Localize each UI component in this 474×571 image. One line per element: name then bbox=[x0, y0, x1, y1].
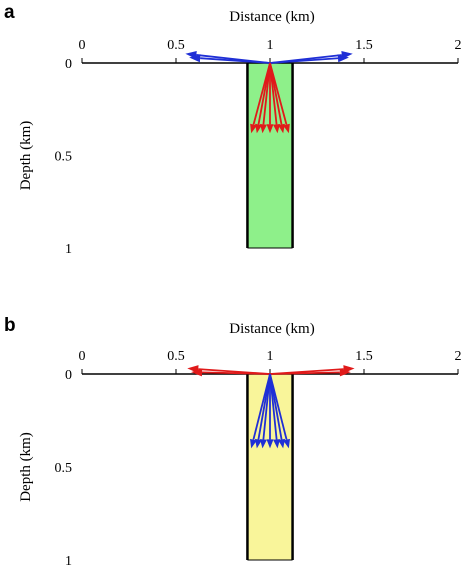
column-arrow bbox=[266, 63, 274, 134]
arrow-shaft bbox=[202, 371, 271, 375]
y-axis-title: Depth (km) bbox=[18, 121, 34, 191]
surface-arrow bbox=[269, 54, 349, 64]
x-tick-label: 2 bbox=[455, 38, 462, 53]
arrow-shaft bbox=[269, 371, 340, 375]
y-tick-label: 0 bbox=[65, 368, 72, 383]
arrow-head bbox=[191, 368, 203, 377]
y-axis-title: Depth (km) bbox=[18, 432, 34, 502]
arrow-head bbox=[250, 438, 257, 449]
arrow-head bbox=[273, 439, 281, 449]
arrow-shaft bbox=[262, 62, 271, 125]
arrow-head bbox=[259, 123, 267, 134]
arrow-head bbox=[339, 368, 351, 377]
panel-label: b bbox=[4, 315, 16, 336]
y-tick-label: 0.5 bbox=[55, 150, 73, 165]
y-tick-label: 0 bbox=[65, 57, 72, 72]
arrow-head bbox=[337, 54, 349, 63]
arrow-shaft bbox=[269, 57, 339, 64]
x-axis-title: Distance (km) bbox=[229, 321, 314, 337]
x-tick-label: 2 bbox=[455, 349, 462, 364]
arrow-head bbox=[278, 123, 285, 134]
column-arrow bbox=[259, 62, 271, 134]
arrow-head bbox=[254, 438, 262, 449]
panel-label: a bbox=[4, 2, 15, 23]
arrow-head bbox=[250, 123, 257, 134]
surface-arrow bbox=[191, 368, 271, 377]
x-axis-title: Distance (km) bbox=[229, 9, 314, 25]
column-arrow bbox=[269, 62, 290, 134]
arrow-head bbox=[283, 123, 290, 134]
y-tick-label: 0.5 bbox=[55, 461, 73, 476]
y-tick-label: 1 bbox=[65, 242, 72, 257]
x-tick-label: 0.5 bbox=[167, 38, 185, 53]
x-tick-label: 1.5 bbox=[355, 349, 373, 364]
surface-arrow bbox=[189, 54, 271, 64]
arrow-head bbox=[266, 439, 274, 449]
x-tick-label: 0.5 bbox=[167, 349, 185, 364]
x-tick-label: 0 bbox=[79, 38, 86, 53]
column-arrow bbox=[259, 373, 271, 449]
x-tick-label: 1 bbox=[267, 38, 274, 53]
arrow-shaft bbox=[262, 373, 271, 440]
arrow-head bbox=[189, 54, 201, 63]
column-arrow bbox=[266, 374, 274, 449]
arrow-shaft bbox=[200, 57, 271, 64]
panel-a: a Distance (km) Depth (km) 0 0.5 1 1.5 2 0 0.5 1 bbox=[4, 2, 462, 257]
arrow-head bbox=[266, 124, 274, 134]
x-tick-label: 0 bbox=[79, 349, 86, 364]
arrow-head bbox=[283, 438, 290, 449]
arrow-shaft bbox=[269, 62, 288, 125]
y-tick-label: 1 bbox=[65, 554, 72, 569]
arrow-shaft bbox=[269, 373, 288, 440]
arrow-head bbox=[273, 123, 281, 134]
arrow-head bbox=[259, 439, 267, 449]
column-arrow bbox=[269, 373, 290, 449]
x-tick-label: 1.5 bbox=[355, 38, 373, 53]
arrow-head bbox=[255, 123, 262, 134]
arrow-head bbox=[278, 438, 286, 449]
panel-b: b Distance (km) Depth (km) 0 0.5 1 1.5 2 0 0.5 1 bbox=[4, 315, 462, 569]
surface-arrow bbox=[269, 368, 351, 377]
x-tick-label: 1 bbox=[267, 349, 274, 364]
